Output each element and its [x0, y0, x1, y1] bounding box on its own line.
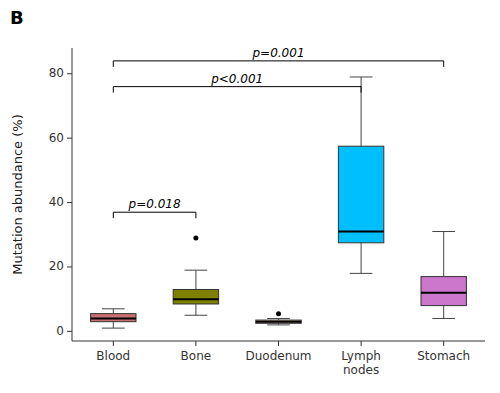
y-tick-label: 60 [49, 131, 64, 145]
y-axis-label: Mutation abundance (%) [10, 114, 25, 274]
whisker-cap [350, 76, 373, 77]
whisker-cap [350, 273, 373, 274]
whisker-cap [267, 318, 290, 319]
y-tick [67, 331, 72, 332]
y-axis [72, 48, 73, 341]
flier [276, 311, 281, 316]
y-tick-label: 40 [49, 195, 64, 209]
whisker-cap [102, 328, 125, 329]
whisker-cap [432, 231, 455, 232]
x-tick [195, 341, 196, 346]
significance-label: p=0.001 [251, 46, 304, 60]
x-tick-label: Duodenum [245, 349, 311, 363]
significance-bracket [113, 212, 196, 218]
significance-bracket [113, 87, 361, 93]
significance-label: p=0.018 [128, 197, 181, 211]
chart: 0 20 40 60 80 Blood Bone Duodenum Lymphnodes Stom… [0, 0, 500, 393]
median [256, 321, 301, 323]
x-tick [443, 341, 444, 346]
whisker-cap [432, 318, 455, 319]
y-tick [67, 138, 72, 139]
box [421, 277, 466, 306]
x-tick [361, 341, 362, 346]
x-tick [113, 341, 114, 346]
median [421, 292, 466, 294]
title: B [10, 7, 24, 28]
y-tick-label: 20 [49, 259, 64, 273]
x-tick-label: Stomach [417, 349, 470, 363]
whisker [113, 322, 114, 328]
box [256, 320, 301, 323]
box [91, 314, 136, 322]
x-tick-label: Blood [96, 349, 130, 363]
box [338, 146, 383, 243]
y-tick-label: 0 [56, 324, 64, 338]
median [173, 298, 218, 300]
whisker [195, 270, 196, 289]
box [173, 289, 218, 303]
flier [193, 235, 198, 240]
median [91, 317, 136, 319]
y-tick [67, 202, 72, 203]
y-tick-label: 80 [49, 66, 64, 80]
whisker-cap [102, 308, 125, 309]
y-tick [67, 73, 72, 74]
whisker [361, 243, 362, 274]
x-tick [278, 341, 279, 346]
whisker-cap [267, 324, 290, 325]
whisker [443, 232, 444, 277]
plot-area [91, 77, 467, 328]
x-tick-label: Bone [181, 349, 212, 363]
whisker [195, 304, 196, 315]
whisker [443, 306, 444, 319]
significance-bracket [113, 61, 443, 67]
whisker-cap [185, 315, 208, 316]
whisker-cap [185, 270, 208, 271]
y-tick [67, 266, 72, 267]
significance-label: p<0.001 [210, 72, 263, 86]
median [338, 231, 383, 233]
x-tick-label: Lymphnodes [341, 349, 381, 377]
whisker [113, 309, 114, 314]
